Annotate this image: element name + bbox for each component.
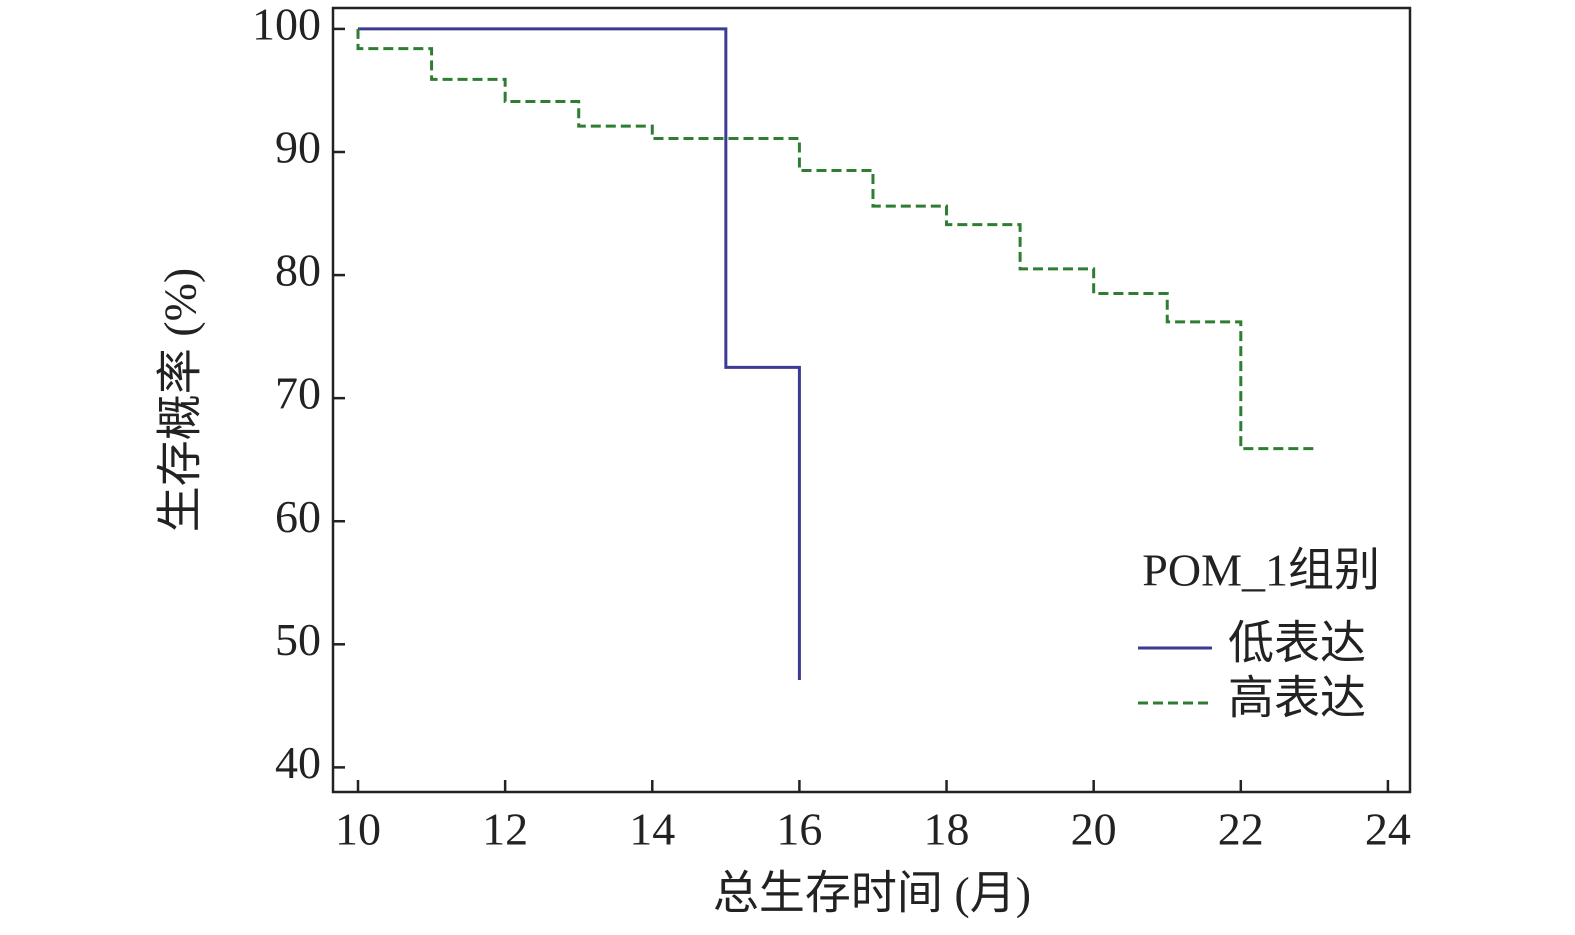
x-tick-label: 20 (1071, 804, 1117, 855)
x-tick-label: 16 (776, 804, 822, 855)
x-tick-label: 18 (924, 804, 970, 855)
y-tick-label: 50 (275, 614, 321, 665)
y-axis-title: 生存概率 (%) (155, 268, 206, 532)
plot-frame (331, 6, 1412, 794)
legend-label: 高表达 (1228, 673, 1366, 724)
y-tick-label: 40 (275, 737, 321, 788)
survival-line (356, 28, 1315, 451)
legend-title: POM_1组别 (1142, 545, 1380, 596)
y-tick-label: 60 (275, 491, 321, 542)
x-tick-label: 10 (335, 804, 381, 855)
x-tick-label: 24 (1365, 804, 1411, 855)
x-tick-label: 22 (1218, 804, 1264, 855)
y-tick-label: 90 (275, 122, 321, 173)
y-tick-label: 100 (252, 0, 321, 49)
x-axis-title: 总生存时间 (月) (713, 868, 1031, 919)
survival-line (358, 27, 801, 680)
y-tick-label: 70 (275, 368, 321, 419)
y-tick-label: 80 (275, 245, 321, 296)
legend-label: 低表达 (1228, 618, 1366, 669)
x-tick-label: 12 (482, 804, 528, 855)
x-tick-label: 14 (629, 804, 675, 855)
